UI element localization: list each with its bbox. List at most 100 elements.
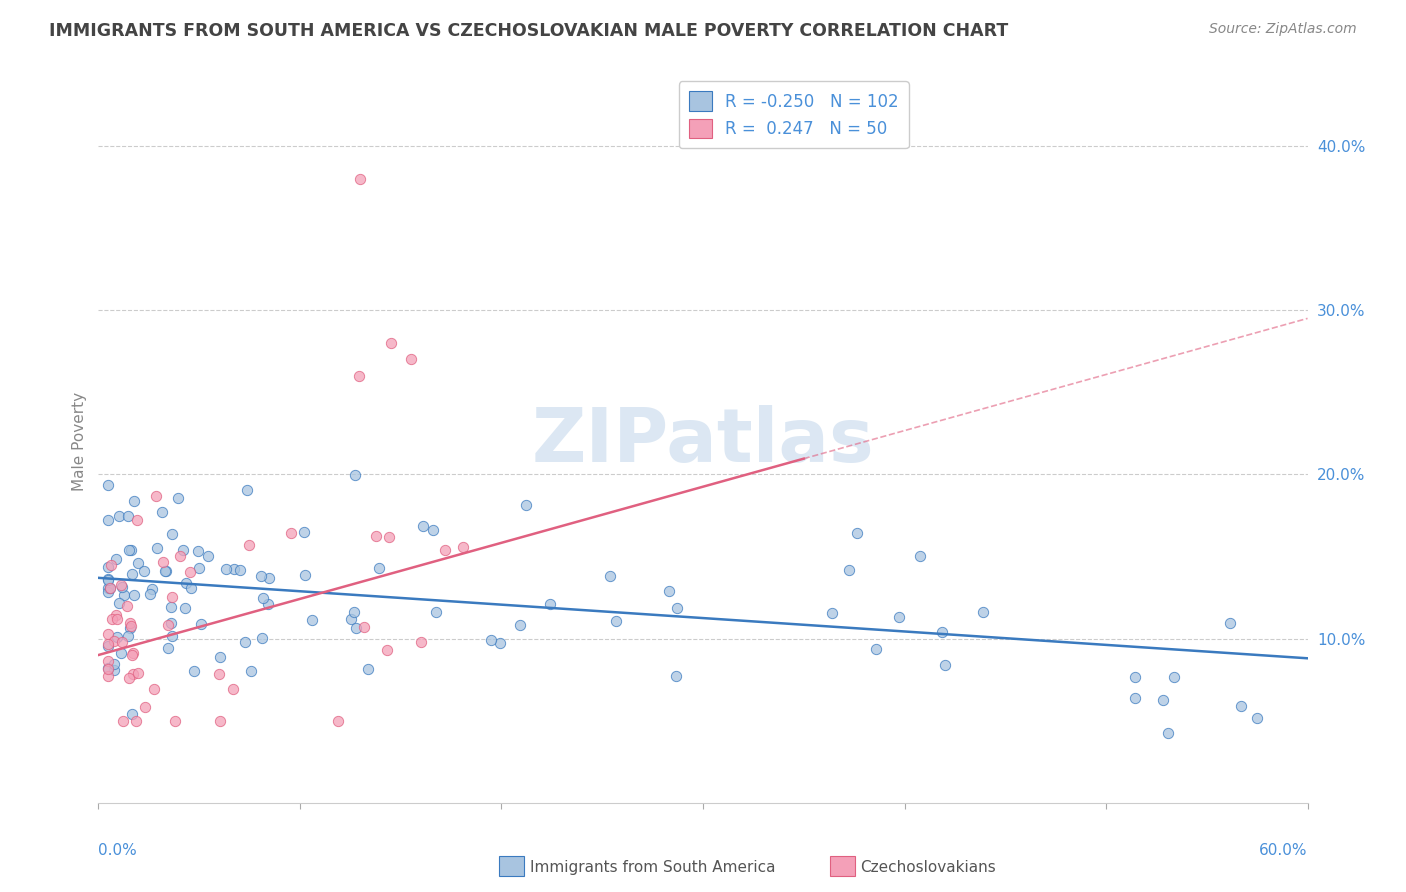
Point [146,541,169,555]
Point [515,499,537,513]
Point [340,612,363,626]
Point [605,615,627,629]
Point [256,597,278,611]
Point [197,549,219,563]
Point [174,575,197,590]
Point [179,566,201,580]
Point [343,467,366,482]
Point [821,606,844,620]
Point [97,669,120,683]
Point [160,527,183,541]
Point [228,564,250,578]
Point [143,682,166,697]
Point [97,572,120,586]
Point [187,544,209,558]
Point [97,478,120,492]
Point [97,627,120,641]
Y-axis label: Male Poverty: Male Poverty [72,392,87,491]
Point [97,639,120,653]
Point [122,667,145,681]
Point [98,581,121,595]
Point [97,654,120,668]
Point [121,648,143,662]
Point [357,662,380,676]
Point [100,612,122,626]
Point [98,581,121,595]
Point [120,619,142,633]
Text: Source: ZipAtlas.com: Source: ZipAtlas.com [1209,22,1357,37]
Point [412,518,434,533]
Point [422,523,444,537]
Point [159,616,181,631]
Point [122,494,145,508]
Point [125,714,148,728]
Point [97,662,120,676]
Point [1156,725,1178,739]
Point [108,596,131,610]
Point [132,565,155,579]
Point [97,582,120,596]
Point [163,714,186,728]
Point [145,490,167,504]
Point [865,642,887,657]
Point [215,562,238,576]
Point [117,509,139,524]
Point [160,599,183,614]
Point [481,633,503,648]
Point [120,616,142,631]
Point [141,582,163,597]
Point [934,658,956,673]
Point [97,637,120,651]
Point [169,549,191,564]
Point [110,578,132,592]
Point [425,606,447,620]
Point [107,612,129,626]
Point [97,513,120,527]
Point [127,557,149,571]
Point [104,551,127,566]
Point [167,491,190,505]
Point [97,585,120,599]
Point [105,630,128,644]
Point [665,669,688,683]
Point [252,591,274,605]
Point [489,636,512,650]
Point [346,621,368,635]
Point [1219,616,1241,631]
Point [326,714,349,728]
Point [117,629,139,643]
Point [112,588,135,602]
Point [97,574,120,588]
Point [122,588,145,602]
Point [103,664,125,678]
Point [233,634,256,648]
Point [127,666,149,681]
Point [190,616,212,631]
Point [972,605,994,619]
Point [347,368,370,383]
Point [222,682,245,697]
Point [97,661,120,675]
Point [910,549,932,564]
Point [118,621,141,635]
Point [538,597,561,611]
Point [117,599,139,613]
Point [236,483,259,498]
Point [104,607,127,622]
Point [97,560,120,574]
Point [160,629,183,643]
Point [110,646,132,660]
Point [301,613,323,627]
Point [127,513,149,527]
Point [122,646,145,660]
Point [378,531,401,545]
Point [846,526,869,541]
Point [152,555,174,569]
Point [208,667,231,681]
Point [353,620,375,634]
Point [150,505,173,519]
Point [103,657,125,672]
Point [931,624,953,639]
Point [208,714,231,728]
Point [155,564,177,578]
